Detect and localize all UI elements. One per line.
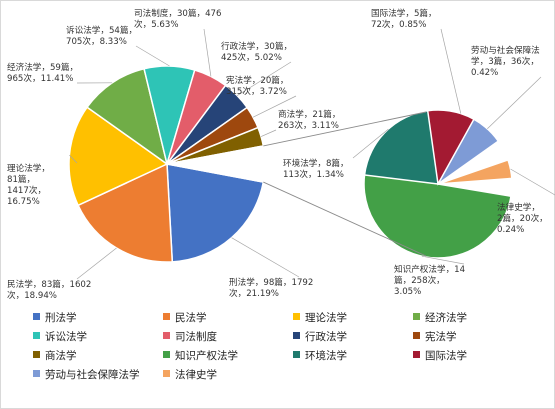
- data-label-1: 刑法学，98篇，1792 次，21.19%: [229, 276, 313, 299]
- legend-label-2: 民法学: [175, 311, 207, 324]
- leader-line-11: [352, 128, 389, 159]
- pie-slice-other: [166, 145, 266, 183]
- legend-label-4: 经济法学: [425, 311, 467, 324]
- legend-label-14: 法律史学: [175, 368, 217, 381]
- leader-line-12: [440, 28, 462, 114]
- legend-label-1: 刑法学: [45, 311, 77, 324]
- pie-slice-4: [86, 67, 169, 166]
- data-label-3: 理论法学， 81篇， 1417次， 16.75%: [7, 162, 50, 207]
- legend-label-12: 国际法学: [425, 349, 467, 362]
- sub-slice-13: [437, 118, 500, 185]
- legend-swatch-1: [33, 313, 40, 320]
- pie-connector-lines: [263, 111, 427, 257]
- label-leader-lines: [69, 28, 555, 280]
- data-label-5: 诉讼法学，54篇， 705次，8.33%: [66, 24, 137, 47]
- legend-swatch-14: [163, 370, 170, 377]
- leader-line-10: [421, 255, 465, 265]
- leader-line-14: [510, 168, 555, 196]
- legend-swatch-8: [413, 332, 420, 339]
- legend-swatch-7: [293, 332, 300, 339]
- legend-label-10: 知识产权法学: [175, 349, 238, 362]
- leader-line-7: [237, 61, 292, 96]
- data-label-2: 民法学，83篇，1602 次，18.94%: [7, 278, 91, 301]
- legend-swatch-13: [33, 370, 40, 377]
- pie-slice-2: [77, 162, 174, 263]
- leader-line-2: [76, 247, 117, 280]
- legend-swatch-4: [413, 313, 420, 320]
- legend-label-11: 环境法学: [305, 349, 347, 362]
- data-label-12: 国际法学，5篇， 72次，0.85%: [371, 7, 437, 30]
- legend-label-3: 理论法学: [305, 311, 347, 324]
- data-label-10: 知识产权法学，14 篇，258次， 3.05%: [394, 263, 465, 297]
- legend-swatch-2: [163, 313, 170, 320]
- leader-line-3: [69, 154, 78, 164]
- data-label-8: 宪法学，20篇， 315次，3.72%: [226, 74, 289, 97]
- legend-swatch-10: [163, 351, 170, 358]
- leader-line-8: [252, 95, 297, 118]
- legend-swatch-11: [293, 351, 300, 358]
- main-pie: [68, 65, 266, 263]
- connector-line-upper: [263, 111, 427, 147]
- leader-line-6: [203, 28, 212, 77]
- data-label-9: 商法学，21篇， 263次，3.11%: [278, 108, 341, 131]
- leader-line-5: [135, 45, 170, 67]
- legend-label-7: 行政法学: [305, 330, 347, 343]
- legend-swatch-6: [163, 332, 170, 339]
- leader-line-1: [231, 237, 300, 278]
- data-label-14: 法律史学， 2篇，20次， 0.24%: [497, 201, 548, 235]
- pie-slice-1: [166, 163, 265, 263]
- connector-line-lower: [263, 181, 427, 257]
- data-label-13: 劳动与社会保障法学，3篇，36次， 0.42%: [471, 44, 540, 78]
- sub-slice-14: [437, 158, 513, 185]
- data-label-11: 环境法学，8篇， 113次，1.34%: [283, 157, 349, 180]
- data-label-6: 司法制度，30篇，476 次，5.63%: [134, 7, 222, 30]
- data-labels: 刑法学，98篇，1792 次，21.19% 民法学，83篇，1602 次，18.94%…: [7, 7, 548, 301]
- legend-label-8: 宪法学: [425, 330, 457, 343]
- legend-swatch-9: [33, 351, 40, 358]
- data-label-7: 行政法学，30篇， 425次，5.02%: [221, 40, 292, 63]
- secondary-pie: [363, 109, 513, 259]
- legend-label-5: 诉讼法学: [45, 330, 87, 343]
- legend-swatch-3: [293, 313, 300, 320]
- legend-swatch-12: [413, 351, 420, 358]
- legend-label-6: 司法制度: [175, 330, 217, 343]
- leader-line-13: [487, 76, 542, 130]
- leader-line-9: [260, 129, 277, 137]
- data-label-4: 经济法学，59篇， 965次，11.41%: [7, 61, 78, 84]
- legend-swatch-5: [33, 332, 40, 339]
- legend-label-9: 商法学: [45, 349, 77, 362]
- legend-label-13: 劳动与社会保障法学: [45, 368, 140, 381]
